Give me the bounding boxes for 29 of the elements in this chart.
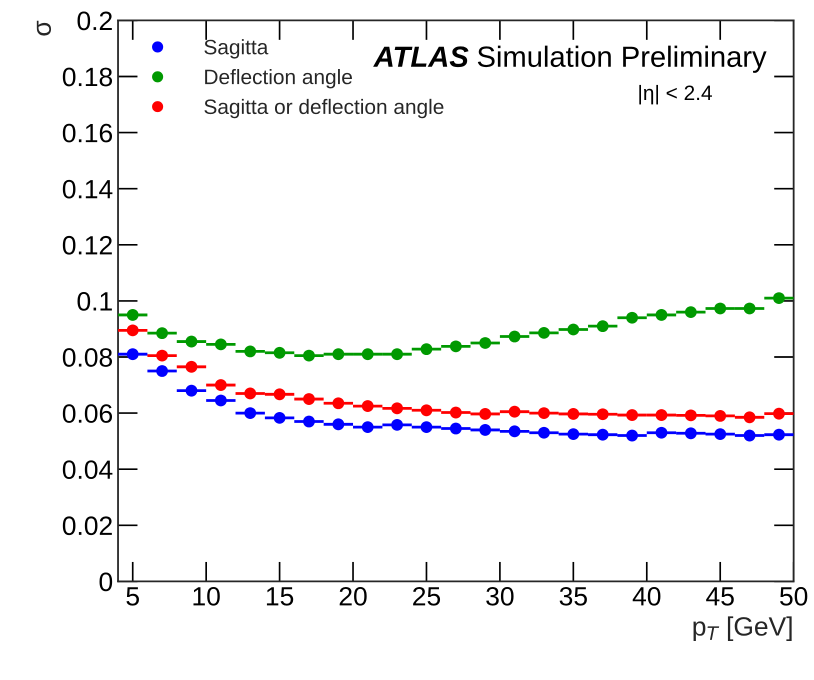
y-tick-label: 0.2: [78, 12, 112, 30]
y-tick-label: 0.04: [62, 460, 112, 480]
x-tick-label: 30: [486, 586, 514, 606]
x-tick-label: 15: [266, 587, 294, 606]
annotation: |η| < 2.4: [639, 84, 712, 104]
x-tick-label: 50: [780, 586, 808, 606]
legend-label: Sagitta or deflection angle: [204, 98, 444, 118]
y-tick-label: 0.1: [78, 292, 112, 311]
legend-label: Sagitta: [204, 39, 268, 59]
y-tick-label: 0.18: [62, 68, 112, 86]
x-tick-label: 40: [632, 586, 660, 606]
annotation: ATLAS: [373, 46, 468, 68]
y-axis-title: σ: [36, 20, 52, 36]
x-tick-label: 35: [560, 586, 587, 606]
annotation: Simulation Preliminary: [478, 46, 767, 73]
x-axis-title: p$_{T}$ [GeV]: [693, 616, 792, 642]
x-tick-label: 25: [413, 586, 440, 606]
y-tick-label: 0.02: [62, 516, 112, 536]
y-tick-label: 0.06: [62, 404, 112, 423]
y-tick-label: 0.08: [62, 348, 112, 367]
x-tick-label: 5: [126, 587, 139, 606]
x-tick-label: 45: [706, 587, 734, 606]
x-tick-label: 20: [340, 586, 367, 606]
y-tick-label: 0.12: [62, 236, 112, 255]
y-tick-label: 0.16: [62, 124, 112, 142]
legend-label: Deflection angle: [205, 68, 352, 88]
y-tick-label: 0.14: [62, 180, 112, 199]
x-tick-label: 10: [193, 586, 220, 606]
y-tick-label: 0: [100, 572, 112, 592]
